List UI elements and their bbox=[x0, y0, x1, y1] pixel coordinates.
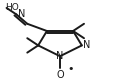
Text: HO: HO bbox=[5, 3, 19, 12]
Text: N: N bbox=[83, 40, 91, 50]
Text: N: N bbox=[56, 51, 64, 61]
Text: •: • bbox=[67, 64, 74, 74]
Text: O: O bbox=[56, 70, 64, 80]
Text: N: N bbox=[18, 9, 25, 19]
